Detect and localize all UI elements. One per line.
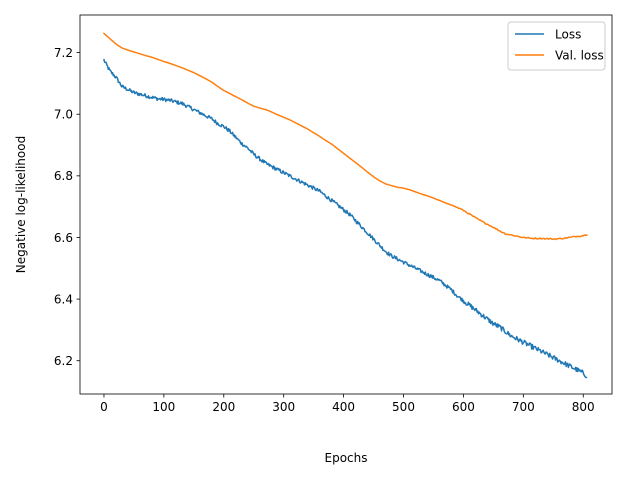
plot-frame: [79, 14, 613, 395]
x-tick-label: 100: [152, 400, 175, 414]
x-tick-label: 700: [512, 400, 535, 414]
y-tick-label: 7.2: [54, 46, 73, 60]
x-tick-label: 0: [100, 400, 108, 414]
x-axis-ticks: 0 100 200 300 400 500 600 700 800: [100, 394, 595, 414]
x-tick-label: 400: [332, 400, 355, 414]
series-line-loss: [103, 58, 588, 379]
legend: Loss Val. loss: [507, 21, 606, 71]
x-axis-label: Epochs: [325, 451, 368, 465]
y-tick-label: 6.4: [54, 292, 73, 306]
x-tick-label: 800: [572, 400, 595, 414]
y-axis-label: Negative log-likelihood: [14, 136, 28, 273]
x-tick-label: 200: [212, 400, 235, 414]
y-tick-label: 6.6: [54, 231, 73, 245]
y-tick-label: 7.0: [54, 108, 73, 122]
x-tick-label: 300: [272, 400, 295, 414]
legend-label-loss: Loss: [555, 28, 581, 42]
plot-lines: [102, 32, 588, 379]
series-line-val-loss: [102, 32, 588, 241]
y-tick-label: 6.2: [54, 354, 73, 368]
x-tick-label: 600: [452, 400, 475, 414]
legend-label-val-loss: Val. loss: [555, 49, 604, 63]
x-tick-label: 500: [392, 400, 415, 414]
y-axis-ticks: 6.2 6.4 6.6 6.8 7.0 7.2: [54, 46, 80, 368]
y-tick-label: 6.8: [54, 169, 73, 183]
